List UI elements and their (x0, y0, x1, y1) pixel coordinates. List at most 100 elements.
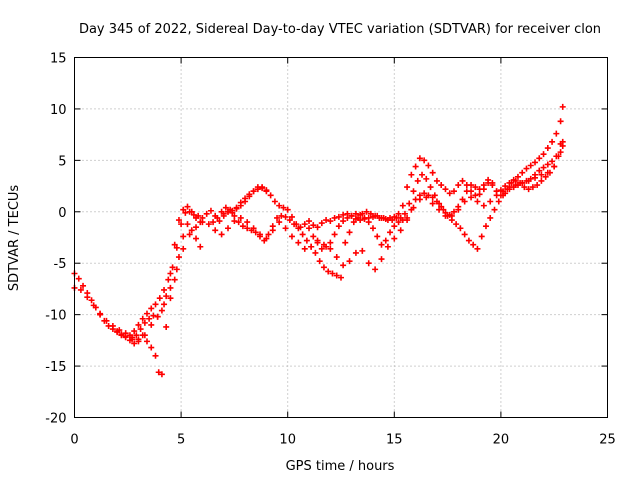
data-point (184, 203, 191, 210)
data-point (401, 210, 408, 217)
data-point (416, 155, 423, 162)
data-point (252, 229, 259, 236)
data-point (555, 153, 562, 160)
data-point (295, 239, 302, 246)
data-point (455, 182, 462, 189)
data-point (325, 268, 332, 275)
data-point (340, 218, 347, 225)
data-point (299, 231, 306, 238)
data-point (152, 352, 159, 359)
data-point (448, 217, 455, 224)
data-point (378, 241, 385, 248)
data-point (167, 284, 174, 291)
data-point (502, 183, 509, 190)
data-point (171, 241, 178, 248)
data-point (163, 293, 170, 300)
data-point (431, 192, 438, 199)
data-point (335, 223, 342, 230)
data-point (135, 321, 142, 328)
data-point (216, 218, 223, 225)
data-point (75, 275, 82, 282)
data-point (404, 214, 411, 221)
data-point (314, 224, 321, 231)
data-point (523, 165, 530, 172)
data-point (557, 118, 564, 125)
data-point (472, 192, 479, 199)
data-point (139, 332, 146, 339)
data-point (276, 202, 283, 209)
data-point (352, 249, 359, 256)
data-point (538, 177, 545, 184)
data-point (212, 227, 219, 234)
data-point (327, 218, 334, 225)
data-point (318, 220, 325, 227)
data-point (274, 214, 281, 221)
data-point (310, 222, 317, 229)
data-point (288, 233, 295, 240)
data-point (457, 225, 464, 232)
data-point (487, 198, 494, 205)
data-point (549, 158, 556, 165)
data-point (363, 208, 370, 215)
data-point (395, 219, 402, 226)
data-point (453, 221, 460, 228)
data-point (126, 337, 133, 344)
data-point (521, 184, 528, 191)
data-point (165, 276, 172, 283)
data-point (391, 223, 398, 230)
data-point (193, 224, 200, 231)
data-point (143, 338, 150, 345)
data-point (158, 371, 165, 378)
data-point (433, 177, 440, 184)
data-point (338, 274, 344, 281)
data-point (248, 227, 255, 234)
data-point (250, 188, 257, 195)
data-point (161, 301, 168, 308)
data-point (508, 179, 515, 186)
data-point (291, 221, 298, 228)
data-point (395, 210, 402, 217)
data-point (493, 188, 500, 195)
data-point (359, 210, 366, 217)
data-point (427, 184, 434, 191)
data-point (446, 190, 453, 197)
data-point (182, 209, 189, 216)
data-point (389, 217, 396, 224)
data-point (387, 229, 394, 236)
data-point (244, 225, 251, 232)
data-point (175, 254, 182, 261)
data-point (491, 206, 498, 213)
data-point (495, 198, 502, 205)
data-point (468, 194, 475, 201)
data-point (333, 272, 340, 279)
data-point (438, 182, 445, 189)
data-point (178, 221, 185, 228)
data-point (175, 217, 182, 224)
data-point (193, 214, 200, 221)
data-point (131, 340, 138, 347)
data-point (331, 231, 338, 238)
data-point (282, 225, 289, 232)
data-point (512, 177, 519, 184)
data-point (256, 233, 263, 240)
data-point (197, 243, 204, 250)
y-tick-label: -15 (45, 360, 66, 375)
y-tick-label: 0 (58, 206, 66, 221)
data-point (472, 184, 479, 191)
data-point (529, 184, 536, 191)
data-point (190, 211, 197, 218)
data-point (231, 218, 238, 225)
data-point (342, 239, 349, 246)
data-point (500, 192, 507, 199)
data-point (133, 332, 140, 339)
data-point (416, 192, 423, 199)
data-point (203, 210, 210, 217)
data-point (470, 241, 477, 248)
data-point (286, 217, 293, 224)
data-point (474, 198, 481, 205)
data-point (559, 142, 566, 149)
data-point (438, 203, 445, 210)
y-axis-label: SDTVAR / TECUs (7, 185, 22, 292)
data-point (408, 206, 415, 213)
